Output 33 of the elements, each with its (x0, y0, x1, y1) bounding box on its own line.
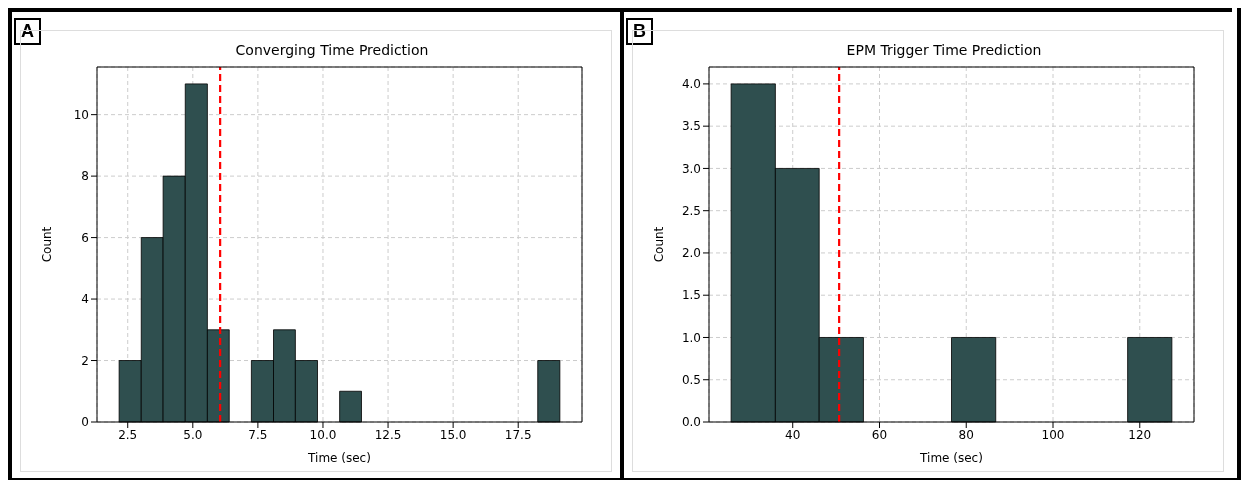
x-tick-label: 7.5 (248, 427, 268, 442)
chart-title: Converging Time Prediction (234, 42, 430, 58)
y-tick-label: 4 (81, 292, 89, 307)
x-tick-label: 120 (1128, 427, 1152, 442)
y-tick-label: 3.5 (681, 119, 701, 134)
y-tick-label: 10 (73, 107, 89, 122)
y-axis-title: Count (652, 226, 667, 263)
x-tick-label: 2.5 (118, 427, 138, 442)
x-tick-label: 10.0 (309, 427, 337, 442)
y-tick-label: 2 (81, 353, 89, 368)
y-tick-label: 0 (81, 415, 89, 430)
x-axis-title: Time (sec) (919, 451, 983, 465)
x-tick-label: 15.0 (439, 427, 467, 442)
x-tick-label: 100 (1041, 427, 1065, 442)
y-tick-label: 1.0 (681, 330, 701, 345)
chart-title: EPM Trigger Time Prediction (845, 42, 1043, 58)
x-tick-label: 5.0 (183, 427, 203, 442)
y-tick-label: 3.0 (681, 161, 701, 176)
y-tick-label: 4.0 (681, 77, 701, 92)
x-tick-label: 80 (958, 427, 974, 442)
y-tick-label: 1.5 (681, 288, 701, 303)
y-tick-label: 0.0 (681, 415, 701, 430)
x-axis-title: Time (sec) (307, 451, 371, 465)
y-tick-label: 0.5 (681, 373, 701, 387)
y-tick-label: 2.5 (681, 203, 701, 218)
y-tick-label: 8 (81, 169, 89, 184)
y-tick-label: 2.0 (681, 246, 701, 261)
y-tick-label: 6 (81, 230, 89, 245)
x-tick-label: 40 (785, 427, 801, 442)
y-axis-title: Count (40, 226, 55, 263)
x-tick-label: 17.5 (504, 427, 532, 442)
x-tick-label: 60 (871, 427, 888, 442)
x-tick-label: 12.5 (374, 427, 402, 442)
